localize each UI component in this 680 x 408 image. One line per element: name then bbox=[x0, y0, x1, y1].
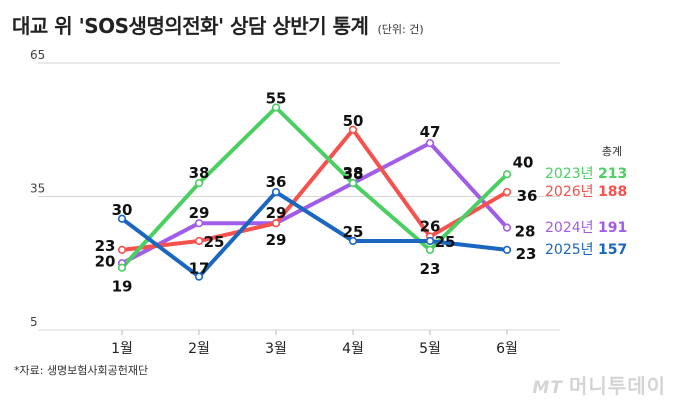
data-label: 40 bbox=[513, 153, 534, 171]
legend-year-label: 2026년 bbox=[545, 184, 594, 200]
data-label: 29 bbox=[266, 231, 287, 249]
data-point bbox=[348, 179, 358, 188]
legend-year-label: 2024년 bbox=[545, 220, 594, 236]
legend-total-value: 191 bbox=[598, 220, 627, 236]
watermark-mt: MT bbox=[532, 378, 563, 398]
data-label: 17 bbox=[189, 260, 210, 278]
legend-total-value: 213 bbox=[598, 166, 627, 182]
source-note: *자료: 생명보험사회공헌재단 bbox=[14, 364, 149, 377]
data-label: 19 bbox=[112, 278, 133, 296]
data-label: 20 bbox=[95, 252, 116, 270]
data-label: 23 bbox=[516, 245, 537, 263]
data-point bbox=[348, 236, 358, 246]
x-tick-label: 1월 bbox=[111, 341, 133, 357]
watermark: MT 머니투데이 bbox=[532, 370, 666, 399]
data-label: 38 bbox=[343, 164, 364, 182]
data-point bbox=[271, 219, 281, 228]
data-label: 25 bbox=[343, 223, 364, 241]
data-point bbox=[194, 272, 204, 281]
series-lines bbox=[120, 105, 509, 279]
unit-label: (단위: 건) bbox=[377, 23, 424, 36]
chart-title: 대교 위 'SOS생명의전화' 상담 상반기 통계 bbox=[12, 14, 369, 38]
data-label: 29 bbox=[189, 204, 210, 222]
series-line-1 bbox=[120, 127, 509, 252]
data-label: 36 bbox=[266, 173, 287, 191]
data-label: 47 bbox=[420, 123, 441, 141]
legend-total-value: 157 bbox=[598, 242, 627, 258]
data-point bbox=[194, 179, 204, 188]
data-label: 25 bbox=[435, 233, 456, 251]
y-axis-ticks: 5 35 65 bbox=[30, 48, 45, 329]
legend-total-value: 188 bbox=[598, 184, 627, 200]
data-label: 29 bbox=[266, 204, 287, 222]
data-point bbox=[502, 223, 512, 232]
x-tick-label: 5월 bbox=[419, 341, 441, 357]
data-label: 38 bbox=[343, 165, 364, 183]
data-label: 36 bbox=[517, 187, 538, 205]
data-point bbox=[117, 263, 127, 272]
series-line-0 bbox=[120, 105, 509, 270]
series-points bbox=[117, 103, 512, 281]
data-label: 23 bbox=[95, 237, 116, 255]
data-label: 38 bbox=[189, 164, 210, 182]
legend-header: 총계 bbox=[602, 145, 622, 158]
data-point bbox=[425, 236, 435, 246]
data-label: 25 bbox=[204, 233, 225, 251]
data-label: 23 bbox=[420, 260, 441, 278]
data-point bbox=[425, 139, 435, 148]
y-tick-label: 65 bbox=[30, 48, 45, 62]
data-point bbox=[194, 236, 204, 246]
data-label: 30 bbox=[112, 201, 133, 219]
data-point bbox=[271, 103, 281, 112]
x-tick-label: 4월 bbox=[342, 341, 364, 357]
data-label: 55 bbox=[266, 90, 287, 108]
data-label: 50 bbox=[343, 112, 364, 130]
x-axis-ticks: 1월 2월 3월 4월 5월 6월 bbox=[111, 330, 518, 357]
data-point bbox=[502, 170, 512, 179]
data-point bbox=[117, 214, 127, 223]
title-row: 대교 위 'SOS생명의전화' 상담 상반기 통계 (단위: 건) bbox=[12, 10, 424, 39]
data-point bbox=[502, 245, 512, 254]
data-point bbox=[425, 245, 435, 254]
data-point bbox=[117, 245, 127, 254]
data-point bbox=[271, 187, 281, 197]
data-point bbox=[194, 219, 204, 228]
series-line-3 bbox=[120, 190, 509, 279]
watermark-name: 머니투데이 bbox=[569, 374, 666, 398]
data-point bbox=[348, 125, 358, 134]
y-tick-label: 5 bbox=[30, 315, 38, 329]
data-label: 28 bbox=[515, 223, 536, 241]
x-tick-label: 2월 bbox=[188, 341, 210, 357]
x-tick-label: 3월 bbox=[265, 341, 287, 357]
legend-year-label: 2025년 bbox=[545, 242, 594, 258]
data-point bbox=[502, 187, 512, 197]
series-line-2 bbox=[120, 141, 509, 266]
legend-year-label: 2023년 bbox=[545, 166, 594, 182]
x-tick-label: 6월 bbox=[496, 341, 518, 357]
data-label: 26 bbox=[420, 218, 441, 236]
y-tick-label: 35 bbox=[30, 182, 45, 196]
